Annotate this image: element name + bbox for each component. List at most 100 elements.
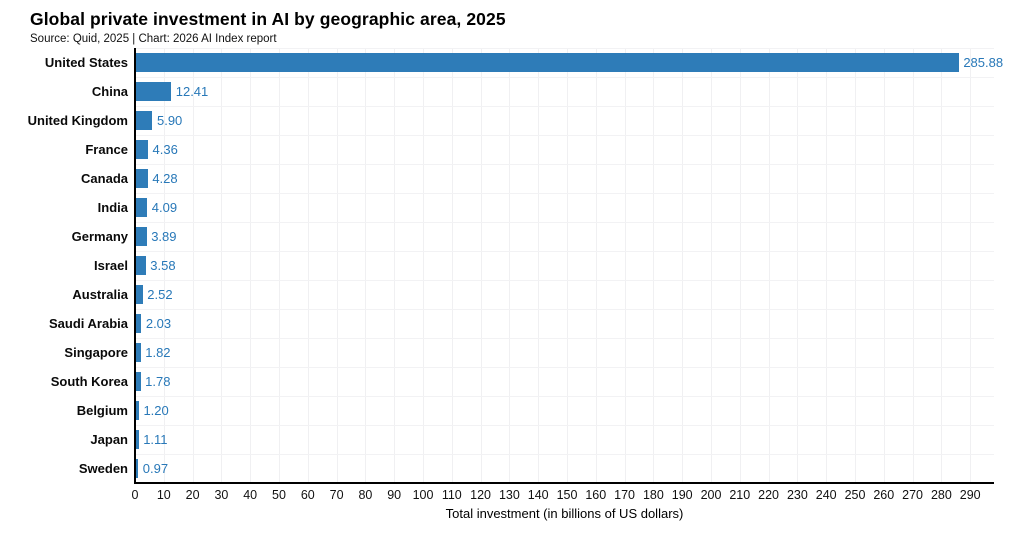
- bar: [135, 169, 148, 188]
- value-label: 12.41: [175, 84, 209, 99]
- vertical-gridline: [221, 48, 223, 483]
- category-label: Israel: [94, 258, 128, 273]
- vertical-gridline: [567, 48, 568, 483]
- horizontal-gridline: [135, 106, 994, 107]
- value-label: 3.58: [150, 258, 176, 273]
- vertical-gridline: [307, 48, 309, 483]
- value-label: 4.36: [152, 142, 178, 157]
- x-tick-label: 120: [470, 488, 492, 502]
- value-label: 1.82: [145, 345, 171, 360]
- category-label: Japan: [90, 432, 128, 447]
- vertical-gridline: [279, 48, 280, 483]
- vertical-gridline: [394, 48, 396, 483]
- bar: [135, 140, 149, 159]
- category-label: China: [91, 84, 128, 99]
- x-tick-label: 170: [614, 488, 636, 502]
- value-label: 1.20: [143, 403, 169, 418]
- x-tick-label: 10: [156, 488, 171, 502]
- horizontal-gridline: [135, 135, 994, 136]
- bar: [135, 53, 959, 72]
- chart-title: Global private investment in AI by geogr…: [30, 9, 506, 29]
- vertical-gridline: [595, 48, 597, 483]
- x-tick-label: 260: [873, 488, 895, 502]
- bar: [135, 314, 142, 333]
- x-tick-label: 140: [527, 488, 549, 502]
- chart-source-line: Source: Quid, 2025 | Chart: 2026 AI Inde…: [30, 33, 277, 45]
- bar: [135, 256, 146, 275]
- category-label: India: [97, 200, 128, 215]
- horizontal-gridline: [135, 48, 994, 49]
- vertical-gridline: [509, 48, 511, 483]
- y-axis-line: [134, 48, 136, 483]
- vertical-gridline: [538, 48, 540, 483]
- x-tick-label: 180: [642, 488, 664, 502]
- category-label: Germany: [71, 229, 128, 244]
- x-tick-label: 90: [387, 488, 402, 502]
- horizontal-gridline: [135, 193, 994, 194]
- vertical-gridline: [423, 48, 424, 483]
- x-axis-label: Total investment (in billions of US doll…: [445, 506, 684, 521]
- vertical-gridline: [192, 48, 194, 483]
- value-label: 5.90: [156, 113, 183, 128]
- bar: [135, 372, 141, 391]
- bar: [135, 343, 141, 362]
- value-label: 4.09: [151, 200, 178, 215]
- category-label: Canada: [81, 171, 128, 186]
- value-label: 4.28: [152, 171, 178, 186]
- bar: [135, 111, 153, 130]
- x-tick-label: 40: [243, 488, 258, 502]
- bar: [135, 430, 139, 449]
- x-tick-label: 240: [815, 488, 837, 502]
- x-tick-label: 130: [498, 488, 520, 502]
- horizontal-gridline: [135, 309, 994, 310]
- x-tick-label: 30: [214, 488, 229, 502]
- horizontal-gridline: [135, 251, 994, 252]
- vertical-gridline: [451, 48, 453, 483]
- category-label: United States: [44, 55, 128, 70]
- value-label: 3.89: [151, 229, 177, 244]
- vertical-gridline: [653, 48, 655, 483]
- vertical-gridline: [682, 48, 684, 483]
- value-label: 1.11: [143, 432, 168, 447]
- x-axis-line: [133, 482, 994, 484]
- vertical-gridline: [768, 48, 770, 483]
- value-label: 2.03: [145, 316, 172, 331]
- vertical-gridline: [365, 48, 367, 483]
- vertical-gridline: [912, 48, 914, 483]
- x-tick-label: 110: [441, 488, 462, 502]
- category-label: South Korea: [50, 374, 128, 389]
- horizontal-gridline: [135, 338, 994, 339]
- vertical-gridline: [711, 48, 712, 483]
- horizontal-gridline: [135, 164, 994, 165]
- category-label: Sweden: [78, 461, 128, 476]
- vertical-gridline: [336, 48, 338, 483]
- vertical-gridline: [163, 48, 165, 483]
- value-label: 285.88: [963, 55, 1004, 70]
- bar: [135, 285, 143, 304]
- x-tick-label: 220: [758, 488, 780, 502]
- x-tick-label: 70: [329, 488, 344, 502]
- horizontal-gridline: [135, 367, 994, 368]
- category-label: Belgium: [76, 403, 128, 418]
- value-label: 2.52: [147, 287, 173, 302]
- value-label: 1.78: [145, 374, 171, 389]
- vertical-gridline: [826, 48, 828, 483]
- bar: [135, 198, 148, 217]
- x-tick-label: 150: [556, 488, 578, 502]
- x-tick-label: 200: [700, 488, 722, 502]
- x-tick-label: 60: [300, 488, 315, 502]
- bar: [135, 82, 172, 101]
- category-label: United Kingdom: [27, 113, 128, 128]
- x-tick-label: 270: [902, 488, 924, 502]
- value-label: 0.97: [142, 461, 169, 476]
- x-tick-label: 210: [729, 488, 751, 502]
- x-tick-label: 160: [585, 488, 607, 502]
- x-tick-label: 0: [131, 488, 139, 502]
- horizontal-gridline: [135, 396, 994, 397]
- horizontal-gridline: [135, 280, 994, 281]
- vertical-gridline: [970, 48, 972, 483]
- vertical-gridline: [250, 48, 252, 483]
- category-label: Australia: [72, 287, 128, 302]
- vertical-gridline: [797, 48, 799, 483]
